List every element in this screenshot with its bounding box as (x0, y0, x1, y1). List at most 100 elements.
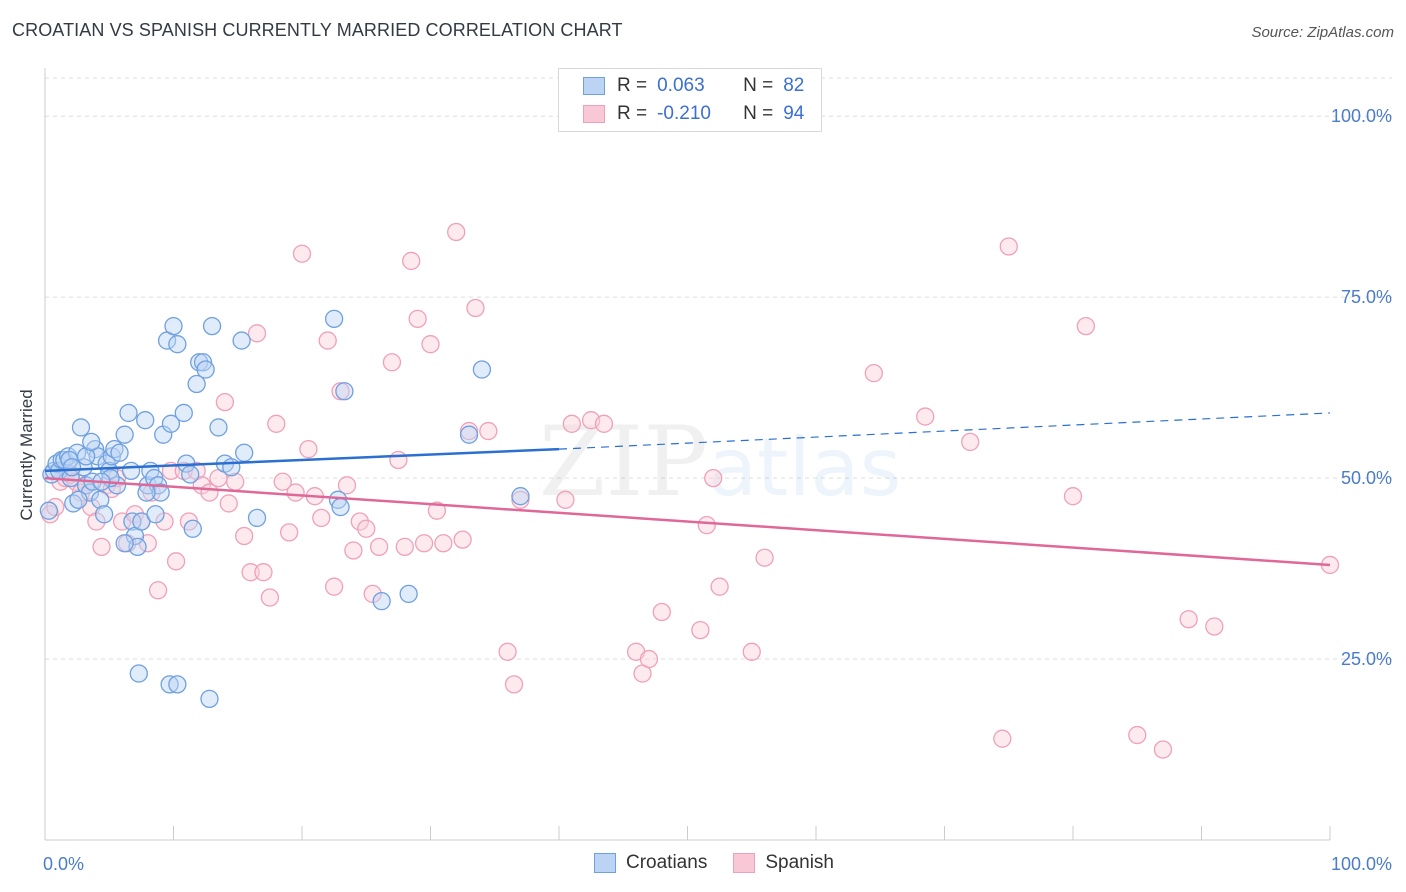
croatians-point-78 (82, 432, 101, 452)
spanish-point-58 (402, 251, 421, 271)
y-tick-label-75: 75.0% (1341, 287, 1392, 307)
croatians-point-27 (119, 403, 138, 423)
croatians-trend-line (44, 447, 560, 473)
croatians-point-63 (399, 584, 418, 604)
croatians-point-43 (174, 403, 193, 423)
croatians-point-81 (62, 458, 82, 477)
spanish-swatch (583, 105, 605, 123)
croatians-point-77 (146, 505, 165, 524)
spanish-point-34 (241, 563, 260, 582)
spanish-point-86 (864, 363, 883, 383)
spanish-point-96 (1205, 617, 1224, 636)
croatians-point-59 (328, 490, 348, 509)
spanish-point-82 (704, 468, 723, 488)
croatians-point-31 (132, 512, 151, 531)
x-tick-label-0: 0.0% (43, 854, 84, 874)
spanish-point-30 (215, 392, 235, 412)
spanish-point-54 (369, 537, 389, 557)
croatians-point-18 (91, 490, 110, 509)
axes (44, 68, 1331, 841)
spanish-point-65 (453, 530, 472, 549)
spanish-n-label: N = (743, 103, 774, 124)
croatians-point-52 (209, 418, 228, 437)
x-tick-label-100: 100.0% (1331, 854, 1392, 874)
spanish-point-37 (260, 588, 280, 607)
spanish-point-59 (408, 309, 427, 329)
spanish-r-value: -0.210 (657, 103, 711, 124)
y-tick-label-50: 50.0% (1341, 468, 1392, 488)
croatians-point-41 (164, 316, 183, 336)
croatians-point-0 (39, 501, 59, 520)
spanish-point-49 (337, 476, 357, 495)
croatians-point-42 (168, 335, 187, 354)
spanish-point-45 (312, 508, 331, 528)
spanish-point-85 (755, 548, 774, 567)
spanish-point-23 (166, 552, 186, 571)
croatians-point-68 (160, 675, 179, 694)
croatians-point-11 (71, 418, 91, 437)
croatians-point-75 (60, 450, 79, 470)
croatians-point-70 (200, 689, 219, 709)
croatians-points (39, 309, 530, 709)
croatians-point-37 (151, 483, 170, 502)
spanish-point-52 (357, 519, 376, 538)
legend-spanish-label: Spanish (765, 852, 834, 873)
croatians-point-47 (187, 374, 206, 394)
croatians-point-62 (372, 591, 391, 611)
y-tick-label-25: 25.0% (1341, 649, 1392, 669)
croatians-point-57 (247, 508, 267, 528)
spanish-point-10 (92, 537, 111, 557)
spanish-point-90 (993, 729, 1012, 748)
legend-croatians-label: Croatians (626, 852, 708, 873)
spanish-point-31 (219, 494, 238, 513)
croatians-point-49 (193, 353, 213, 372)
croatians-point-48 (190, 353, 209, 372)
croatians-point-45 (181, 465, 200, 484)
croatians-point-66 (511, 487, 530, 506)
spanish-point-62 (427, 501, 447, 520)
croatians-point-73 (69, 490, 88, 509)
spanish-r-label: R = (617, 103, 648, 124)
croatians-point-24 (107, 476, 127, 495)
croatians-r-label: R = (617, 75, 648, 96)
spanish-point-33 (235, 526, 254, 546)
stats-legend-spanish: R = -0.210 N = 94 (583, 103, 804, 125)
spanish-point-60 (414, 534, 434, 553)
spanish-point-95 (1179, 610, 1198, 629)
spanish-point-46 (318, 331, 337, 350)
croatians-point-60 (331, 497, 350, 517)
spanish-trend-line (44, 476, 1331, 567)
spanish-point-88 (961, 432, 980, 452)
spanish-point-64 (447, 222, 466, 242)
legend-item-spanish: Spanish (733, 852, 834, 874)
spanish-point-67 (466, 298, 485, 318)
croatians-point-50 (196, 360, 215, 379)
spanish-point-79 (652, 602, 671, 622)
croatians-point-32 (136, 411, 155, 430)
croatians-point-56 (235, 443, 254, 462)
series-legend: Croatians Spanish (594, 852, 860, 874)
spanish-point-92 (1076, 316, 1095, 336)
croatians-point-26 (115, 425, 134, 444)
croatians-swatch (583, 77, 605, 95)
spanish-point-69 (498, 642, 517, 661)
spanish-point-57 (395, 537, 414, 557)
spanish-point-56 (389, 450, 408, 470)
croatians-point-65 (472, 360, 492, 379)
spanish-point-39 (273, 472, 292, 491)
spanish-point-20 (148, 581, 168, 600)
chart-source: Source: ZipAtlas.com (1251, 24, 1394, 41)
spanish-point-81 (697, 515, 716, 535)
spanish-point-50 (344, 541, 363, 560)
spanish-point-35 (247, 324, 267, 343)
spanish-point-84 (742, 642, 761, 661)
croatians-point-51 (202, 316, 222, 336)
spanish-point-43 (299, 439, 318, 459)
legend-item-croatians: Croatians (594, 852, 707, 874)
croatians-point-71 (115, 534, 134, 553)
spanish-point-61 (421, 335, 440, 354)
spanish-point-93 (1128, 725, 1147, 745)
croatians-trend-extension (558, 412, 1331, 450)
croatians-point-69 (168, 675, 187, 694)
